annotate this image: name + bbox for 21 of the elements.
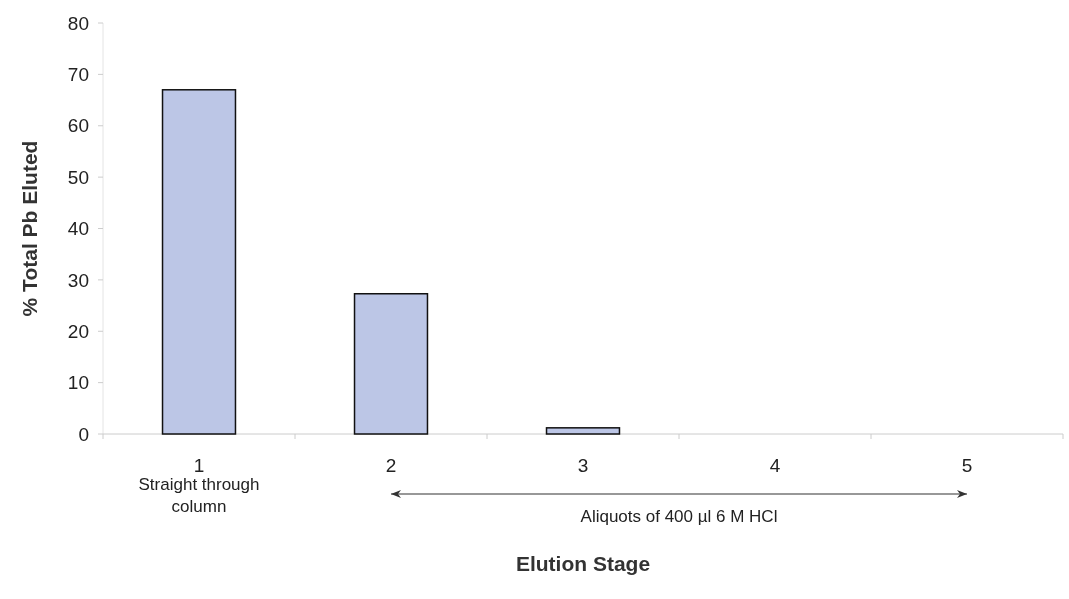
text: Straight through column: [138, 475, 260, 516]
x-tick-label: 3: [577, 455, 589, 476]
x-tick-label: 4: [769, 455, 781, 476]
bar: [353, 293, 429, 435]
y-tick-label: 30: [67, 269, 89, 291]
y-tick-label: 10: [67, 372, 89, 394]
x-tick-label: 2: [385, 455, 397, 476]
y-tick-label: 50: [67, 166, 89, 188]
bar: [545, 427, 621, 435]
y-tick-label: 70: [67, 64, 89, 86]
text: Aliquots of 400 µl 6 M HCl: [580, 507, 778, 526]
y-tick-label: 20: [67, 320, 89, 342]
y-tick-label: 40: [67, 218, 89, 240]
x-axis-title: Elution Stage: [515, 552, 651, 575]
y-tick-label: 60: [67, 115, 89, 137]
bar: [161, 89, 237, 435]
x-tick-label: 5: [961, 455, 973, 476]
x-tick-label: 1: [193, 455, 205, 476]
y-tick-label: 80: [67, 12, 89, 34]
y-tick-label: 0: [78, 423, 89, 445]
y-axis-title: % Total Pb Eluted: [18, 140, 41, 317]
